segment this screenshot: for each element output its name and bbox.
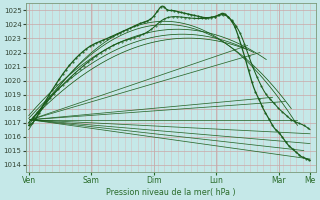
X-axis label: Pression niveau de la mer( hPa ): Pression niveau de la mer( hPa ): [106, 188, 236, 197]
